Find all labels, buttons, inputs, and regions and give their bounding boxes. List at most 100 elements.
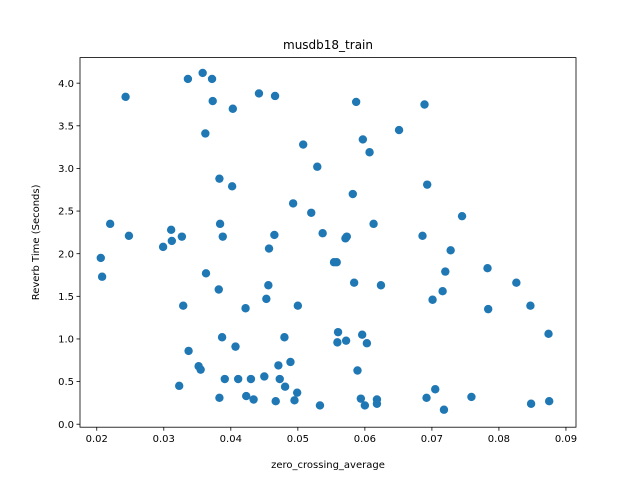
data-point [422,393,431,402]
data-point [293,301,303,310]
data-point [348,189,357,199]
data-point [105,219,115,229]
data-point [228,104,238,113]
data-point [356,394,366,403]
data-point [315,401,325,410]
data-point [241,304,250,313]
data-point [214,285,223,294]
data-point [198,68,207,78]
data-point [124,231,134,240]
data-point [394,125,404,135]
data-point [483,263,492,273]
data-point [423,180,432,189]
x-tick-label: 0.03 [153,434,175,445]
data-point [333,327,343,337]
data-point [357,330,367,339]
y-tick-label: 2.5 [58,207,74,218]
data-point [271,397,280,406]
y-tick-label: 3.0 [58,164,74,175]
data-point [201,269,211,278]
data-point [231,342,240,351]
data-point [313,162,322,171]
data-point [96,253,105,263]
y-tick-label: 0.0 [58,420,74,431]
data-point [286,357,295,367]
data-point [274,361,283,370]
y-tick-label: 2.0 [58,249,74,260]
data-point [299,140,308,149]
data-point [270,230,279,240]
data-point [369,219,378,229]
data-point [544,329,553,339]
data-point [183,74,193,84]
data-point [215,393,224,402]
data-point [372,399,382,408]
data-point [215,174,224,183]
data-point [439,405,449,414]
x-tick-label: 0.07 [421,434,443,445]
data-point [158,242,168,252]
data-point [249,395,258,404]
data-point [307,208,316,217]
data-point [341,336,351,345]
plot-area-frame [79,57,577,428]
data-point [179,301,188,310]
data-point [227,182,237,191]
data-point [220,374,229,384]
data-point [420,100,429,109]
data-point [242,391,251,401]
y-axis: 0.0 0.5 1.0 1.5 2.0 2.5 3.0 3.5 4.0 [58,79,80,431]
data-point [218,232,227,241]
y-tick-label: 1.5 [58,292,74,303]
data-point [362,339,372,348]
data-point [275,374,284,384]
data-point [246,374,256,384]
data-point [342,232,351,241]
data-point [360,401,370,410]
data-point [175,381,184,391]
data-point [196,365,205,374]
data-point [467,392,476,402]
y-tick-label: 1.0 [58,335,74,346]
data-point [318,229,327,238]
data-point [121,92,130,102]
data-point [358,135,368,144]
data-point [353,366,362,375]
data-point [428,295,437,304]
data-point [201,129,210,138]
x-tick-label: 0.05 [287,434,309,445]
data-point [376,281,386,290]
data-point [431,385,440,394]
data-point [365,148,374,157]
data-point [254,89,264,98]
x-tick-label: 0.06 [354,434,376,445]
y-tick-label: 3.5 [58,121,74,132]
data-point [233,374,243,384]
chart-title: musdb18_train [283,38,373,52]
y-tick-label: 4.0 [58,79,74,90]
data-point [349,278,359,287]
y-tick-label: 0.5 [58,377,74,388]
data-point [512,278,521,287]
x-tick-label: 0.09 [555,434,577,445]
data-point [333,338,342,347]
x-axis: 0.02 0.03 0.04 0.05 0.06 0.07 0.08 0.09 [86,427,577,445]
data-points [96,68,554,414]
data-point [264,244,274,253]
data-point [526,399,536,408]
x-tick-label: 0.04 [220,434,242,445]
data-point [290,396,299,405]
data-point [446,246,455,255]
data-point [217,333,227,342]
data-point [292,388,302,397]
data-point [167,236,177,246]
data-point [288,199,298,208]
x-tick-label: 0.08 [488,434,510,445]
data-point [351,97,361,107]
data-point [177,232,187,241]
data-point [260,372,269,381]
data-point [544,397,554,406]
data-point [264,281,273,290]
y-axis-label: Reverb Time (Seconds) [31,184,42,300]
